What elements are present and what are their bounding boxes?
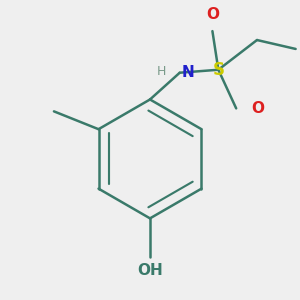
Text: O: O — [206, 7, 219, 22]
Text: S: S — [212, 61, 224, 79]
Text: OH: OH — [137, 263, 163, 278]
Text: N: N — [181, 65, 194, 80]
Text: H: H — [157, 65, 166, 78]
Text: O: O — [251, 101, 264, 116]
